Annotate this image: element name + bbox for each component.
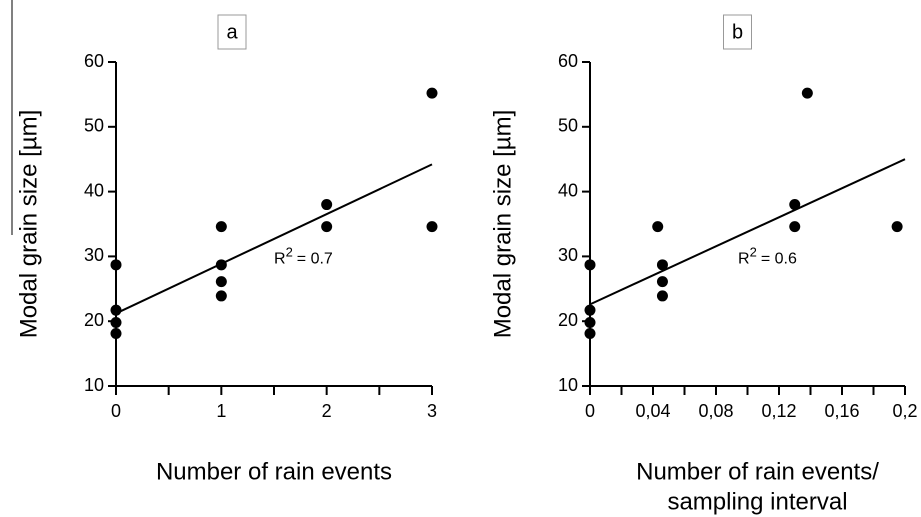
y-tick-label: 60 [558, 51, 578, 71]
point [789, 221, 801, 233]
y-tick-label: 50 [84, 116, 104, 136]
x-tick-label: 0,04 [635, 401, 670, 421]
x-tick-label: 0,12 [761, 401, 796, 421]
point [110, 316, 122, 328]
annotation-sup: 2 [286, 245, 293, 260]
y-tick-label: 30 [558, 245, 578, 265]
point [801, 87, 813, 99]
annotation-sup: 2 [750, 245, 757, 260]
point [321, 199, 333, 211]
x-tick-label: 3 [427, 401, 437, 421]
point [426, 87, 438, 99]
point [656, 290, 668, 302]
x-tick-label: 0 [111, 401, 121, 421]
x-tick-label: 1 [216, 401, 226, 421]
y-tick-label: 20 [84, 310, 104, 330]
point [215, 276, 227, 288]
point [656, 259, 668, 271]
point [584, 316, 596, 328]
x-axis-title: Number of rain events/ [636, 458, 879, 485]
y-tick-label: 50 [558, 116, 578, 136]
x-axis-title: sampling interval [667, 488, 847, 515]
annotation: R2 = 0.7 [274, 245, 333, 268]
point [215, 290, 227, 302]
point [584, 304, 596, 316]
x-tick-label: 0,16 [824, 401, 859, 421]
point [656, 276, 668, 288]
regression-line [115, 163, 433, 315]
y-tick-label: 20 [558, 310, 578, 330]
x-tick-label: 0,2 [892, 401, 917, 421]
point [215, 259, 227, 271]
panel-label: a [226, 21, 238, 43]
y-tick-label: 30 [84, 245, 104, 265]
panel-label-box [217, 14, 247, 50]
point [110, 304, 122, 316]
point [891, 221, 903, 233]
annotation-rest: = 0.6 [761, 251, 797, 268]
x-tick-label: 0,08 [698, 401, 733, 421]
y-tick-label: 10 [558, 375, 578, 395]
panel-label-box [723, 14, 752, 50]
point [110, 259, 122, 271]
point [789, 199, 801, 211]
y-tick-label: 10 [84, 375, 104, 395]
x-tick-label: 2 [322, 401, 332, 421]
x-tick-label: 0 [585, 401, 595, 421]
point [321, 221, 333, 233]
x-axis-title: Number of rain events [156, 458, 392, 485]
y-tick-label: 60 [84, 51, 104, 71]
point [584, 259, 596, 271]
point [215, 221, 227, 233]
y-tick-label: 40 [558, 180, 578, 200]
point [110, 328, 122, 340]
y-tick-label: 40 [84, 180, 104, 200]
annotation-base: R [738, 251, 750, 268]
point [584, 328, 596, 340]
regression-line [589, 158, 906, 306]
point [426, 221, 438, 233]
panel-label: b [732, 21, 743, 43]
annotation: R2 = 0.6 [738, 245, 797, 268]
point [652, 221, 664, 233]
y-axis-title: Modal grain size [µm] [15, 110, 42, 339]
y-axis-title: Modal grain size [µm] [489, 110, 516, 339]
annotation-base: R [274, 251, 286, 268]
annotation-rest: = 0.7 [297, 251, 333, 268]
